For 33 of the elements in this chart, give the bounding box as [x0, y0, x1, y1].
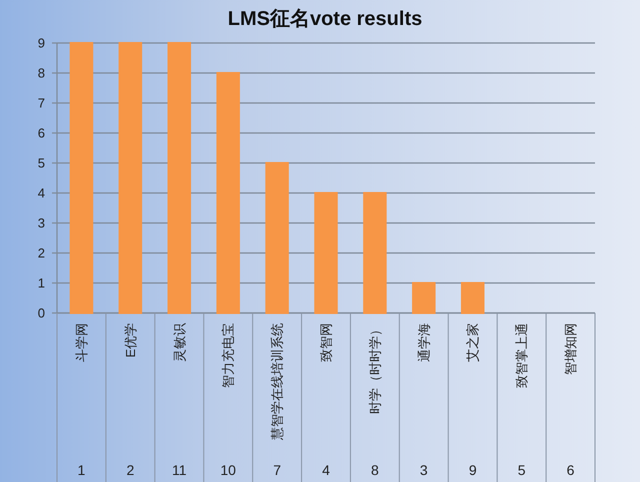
chart-title: LMS征名vote results	[228, 8, 422, 30]
x-tick-label: E优学	[122, 323, 138, 358]
x-tick-label: 艾之家	[465, 323, 480, 362]
y-tick-label: 0	[38, 306, 45, 320]
x-tick-label: 斗学网	[74, 323, 89, 362]
y-tick-label: 4	[38, 186, 45, 200]
text: 6	[566, 462, 575, 478]
text: 10	[220, 462, 236, 478]
text: 4	[322, 462, 330, 478]
x-tick-label: 致智掌上通	[514, 323, 530, 388]
text: 5	[518, 462, 526, 478]
y-tick-label: 2	[38, 246, 45, 260]
x-tick-label: 时学（时时学）	[367, 323, 382, 414]
x-tick-label: 智增知网	[563, 323, 578, 375]
y-tick-label: 1	[38, 276, 45, 290]
y-tick-label: 9	[38, 36, 45, 50]
text: 3	[420, 462, 428, 478]
x-tick-label: 致智网	[318, 323, 334, 362]
text: 11	[172, 462, 187, 478]
x-tick-label: 智力充电宝	[220, 323, 236, 388]
y-tick-label: 3	[38, 216, 45, 230]
y-tick-label: 8	[38, 66, 45, 80]
text: 9	[468, 462, 477, 478]
y-tick-label: 7	[38, 96, 45, 110]
x-tick-label: 慧智学在线培训系统	[270, 323, 285, 441]
y-tick-label: 5	[38, 156, 45, 170]
text: 8	[371, 462, 380, 478]
text: 2	[126, 462, 134, 478]
x-tick-label: 通学海	[416, 323, 432, 362]
y-tick-label: 6	[38, 126, 45, 140]
text: 7	[273, 462, 282, 478]
x-tick-label: 灵敏识	[172, 323, 187, 362]
text: 1	[78, 462, 86, 478]
